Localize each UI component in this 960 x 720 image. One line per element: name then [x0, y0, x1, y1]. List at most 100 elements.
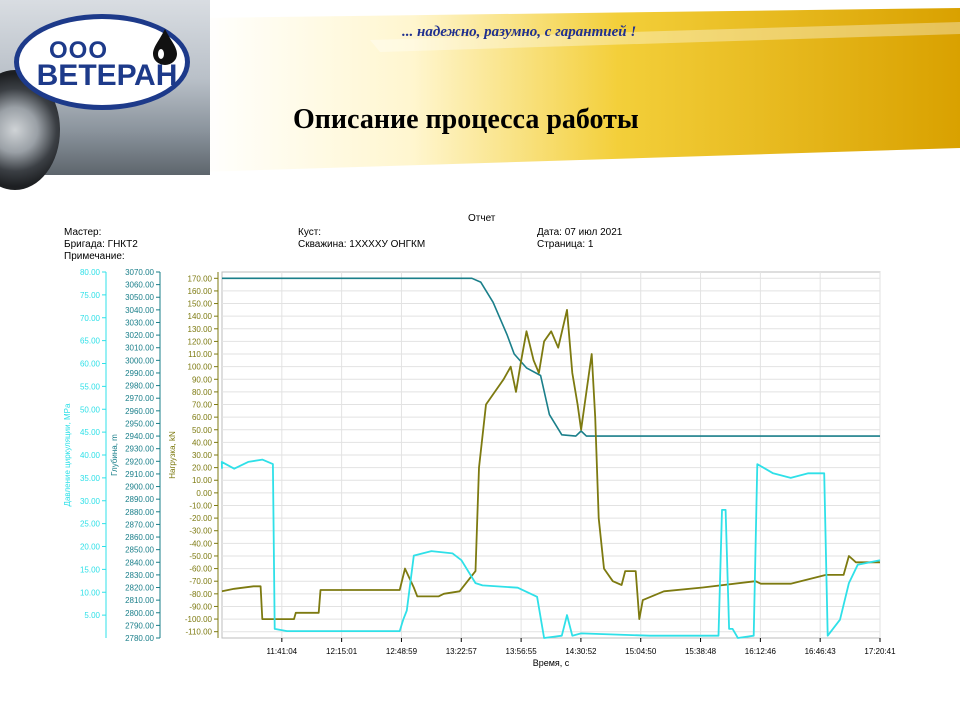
depth-tick-label: 3040.00: [125, 306, 154, 315]
pressure-tick-label: 5.00: [84, 611, 100, 620]
page-label: Страница: 1: [537, 239, 594, 250]
pressure-tick-label: 10.00: [80, 588, 101, 597]
load-tick-label: 170.00: [188, 274, 213, 283]
load-tick-label: 130.00: [188, 325, 213, 334]
load-tick-label: 0.00: [196, 489, 212, 498]
depth-tick-label: 2840.00: [125, 558, 154, 567]
gold-banner: [200, 8, 960, 172]
x-axis-label: Время, с: [533, 658, 570, 668]
load-tick-label: 160.00: [188, 287, 213, 296]
depth-tick-label: 2820.00: [125, 584, 154, 593]
well-label: Скважина: 1XXXXУ ОНГКМ: [298, 239, 426, 250]
pressure-tick-label: 40.00: [80, 451, 101, 460]
load-tick-label: 80.00: [192, 388, 213, 397]
depth-tick-label: 2940.00: [125, 432, 154, 441]
depth-series-line: [222, 277, 880, 437]
depth-tick-label: 2990.00: [125, 369, 154, 378]
load-tick-label: 40.00: [192, 438, 213, 447]
pressure-tick-label: 70.00: [80, 314, 101, 323]
slide-header: ООО ВЕТЕРАН ... надежно, разумно, с гара…: [0, 0, 960, 190]
pressure-tick-label: 55.00: [80, 382, 101, 391]
depth-tick-label: 2810.00: [125, 596, 154, 605]
depth-tick-label: 3050.00: [125, 293, 154, 302]
load-tick-label: -90.00: [189, 602, 212, 611]
pressure-tick-label: 60.00: [80, 360, 101, 369]
x-tick-label: 11:41:04: [267, 647, 298, 656]
x-tick-label: 13:56:55: [506, 647, 538, 656]
load-tick-label: 30.00: [192, 451, 213, 460]
load-tick-label: 150.00: [188, 300, 213, 309]
report-heading: Отчет: [468, 213, 496, 224]
depth-tick-label: 2980.00: [125, 382, 154, 391]
pressure-tick-label: 35.00: [80, 474, 101, 483]
depth-tick-label: 2860.00: [125, 533, 154, 542]
pressure-tick-label: 50.00: [80, 405, 101, 414]
load-tick-label: 60.00: [192, 413, 213, 422]
x-tick-label: 12:15:01: [326, 647, 358, 656]
pressure-tick-label: 20.00: [80, 543, 101, 552]
pressure-tick-label: 65.00: [80, 337, 101, 346]
brigade-label: Бригада: ГНКТ2: [64, 239, 138, 250]
date-label: Дата: 07 июл 2021: [537, 227, 623, 238]
cluster-label: Куст:: [298, 227, 322, 238]
load-axis-label: Нагрузка, kN: [168, 431, 177, 479]
depth-tick-label: 2960.00: [125, 407, 154, 416]
x-tick-label: 14:30:52: [565, 647, 597, 656]
depth-tick-label: 3020.00: [125, 331, 154, 340]
load-tick-label: 140.00: [188, 312, 213, 321]
depth-tick-label: 3030.00: [125, 318, 154, 327]
pressure-tick-label: 15.00: [80, 565, 101, 574]
load-tick-label: 120.00: [188, 337, 213, 346]
load-tick-label: 100.00: [188, 363, 213, 372]
depth-tick-label: 2920.00: [125, 457, 154, 466]
depth-tick-label: 2850.00: [125, 546, 154, 555]
load-tick-label: -80.00: [189, 590, 212, 599]
depth-tick-label: 2800.00: [125, 609, 154, 618]
depth-tick-label: 2950.00: [125, 419, 154, 428]
depth-tick-label: 3060.00: [125, 281, 154, 290]
pressure-tick-label: 25.00: [80, 520, 101, 529]
load-tick-label: -100.00: [185, 615, 213, 624]
depth-tick-label: 2870.00: [125, 520, 154, 529]
load-tick-label: 10.00: [192, 476, 213, 485]
depth-tick-label: 2970.00: [125, 394, 154, 403]
slide-title: Описание процесса работы: [293, 104, 639, 135]
depth-tick-label: 3010.00: [125, 344, 154, 353]
logo-company-name: ВЕТЕРАН: [36, 59, 178, 92]
load-tick-label: 90.00: [192, 375, 213, 384]
depth-tick-label: 2790.00: [125, 621, 154, 630]
logo-prefix: ООО: [49, 37, 109, 64]
depth-tick-label: 2930.00: [125, 445, 154, 454]
load-tick-label: -20.00: [189, 514, 212, 523]
load-tick-label: -30.00: [189, 527, 212, 536]
slogan: ... надежно, разумно, с гарантией !: [402, 24, 637, 40]
depth-tick-label: 2890.00: [125, 495, 154, 504]
load-tick-label: -70.00: [189, 577, 212, 586]
depth-tick-label: 3070.00: [125, 268, 154, 277]
depth-axis-label: Глубина, m: [110, 434, 119, 476]
depth-tick-label: 2910.00: [125, 470, 154, 479]
master-label: Мастер:: [64, 227, 102, 238]
x-tick-label: 15:04:50: [625, 647, 657, 656]
load-tick-label: -10.00: [189, 501, 212, 510]
depth-tick-label: 2880.00: [125, 508, 154, 517]
load-tick-label: 20.00: [192, 464, 213, 473]
depth-tick-label: 2900.00: [125, 483, 154, 492]
pressure-tick-label: 45.00: [80, 428, 101, 437]
depth-tick-label: 3000.00: [125, 356, 154, 365]
depth-tick-label: 2830.00: [125, 571, 154, 580]
x-tick-label: 16:46:43: [805, 647, 837, 656]
x-tick-label: 15:38:48: [685, 647, 717, 656]
pressure-tick-label: 75.00: [80, 291, 101, 300]
pressure-axis-label: Давление циркуляции, MPa: [63, 403, 72, 506]
load-tick-label: -60.00: [189, 565, 212, 574]
company-logo: ООО ВЕТЕРАН: [14, 14, 190, 110]
depth-tick-label: 2780.00: [125, 634, 154, 643]
oil-drop-icon: [153, 29, 177, 65]
x-tick-label: 12:48:59: [386, 647, 418, 656]
report-panel: Отчет Мастер: Бригада: ГНКТ2 Примечание:…: [0, 205, 960, 675]
load-tick-label: 70.00: [192, 401, 213, 410]
load-tick-label: -40.00: [189, 539, 212, 548]
pressure-tick-label: 30.00: [80, 497, 101, 506]
